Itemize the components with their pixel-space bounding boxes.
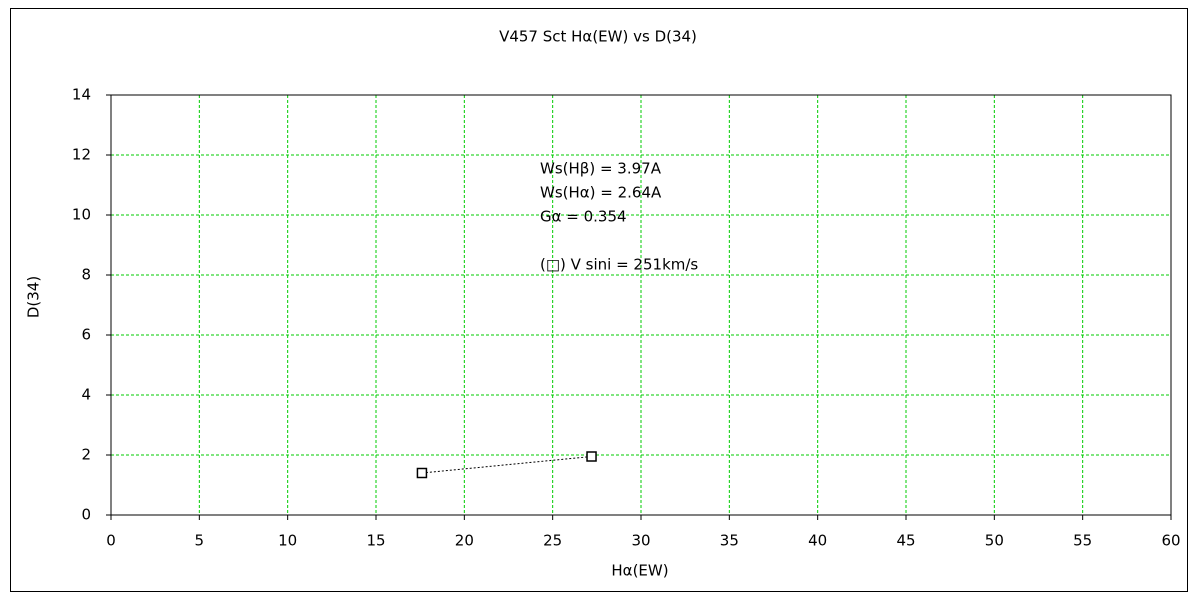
x-tick-label: 15 — [366, 532, 385, 550]
y-tick-label: 0 — [81, 506, 91, 524]
annotation: Gα = 0.354 — [540, 208, 627, 226]
data-point — [586, 451, 597, 462]
annotation: Ws(Hα) = 2.64A — [540, 184, 662, 202]
x-tick-label: 25 — [543, 532, 562, 550]
x-axis-label: Hα(EW) — [611, 562, 668, 580]
y-tick-label: 12 — [72, 146, 91, 164]
chart-title: V457 Sct Hα(EW) vs D(34) — [499, 28, 697, 46]
annotation: Ws(Hβ) = 3.97A — [540, 160, 662, 178]
y-tick-label: 14 — [72, 86, 91, 104]
annotation: (□) V sini = 251km/s — [540, 256, 698, 274]
y-tick-label: 6 — [81, 326, 91, 344]
y-tick-label: 2 — [81, 446, 91, 464]
chart-frame — [10, 8, 1188, 592]
y-tick-label: 10 — [72, 206, 91, 224]
data-point — [416, 467, 428, 479]
x-tick-label: 40 — [808, 532, 827, 550]
y-tick-label: 8 — [81, 266, 91, 284]
x-tick-label: 35 — [720, 532, 739, 550]
x-tick-label: 60 — [1161, 532, 1180, 550]
x-tick-label: 30 — [631, 532, 650, 550]
x-tick-label: 0 — [106, 532, 116, 550]
x-tick-label: 20 — [455, 532, 474, 550]
x-tick-label: 5 — [195, 532, 205, 550]
y-tick-label: 4 — [81, 386, 91, 404]
x-tick-label: 55 — [1073, 532, 1092, 550]
series-line — [421, 456, 592, 474]
plot-area — [110, 94, 1172, 516]
x-tick-label: 50 — [985, 532, 1004, 550]
x-tick-label: 10 — [278, 532, 297, 550]
y-axis-label: D(34) — [25, 276, 43, 318]
x-tick-label: 45 — [896, 532, 915, 550]
